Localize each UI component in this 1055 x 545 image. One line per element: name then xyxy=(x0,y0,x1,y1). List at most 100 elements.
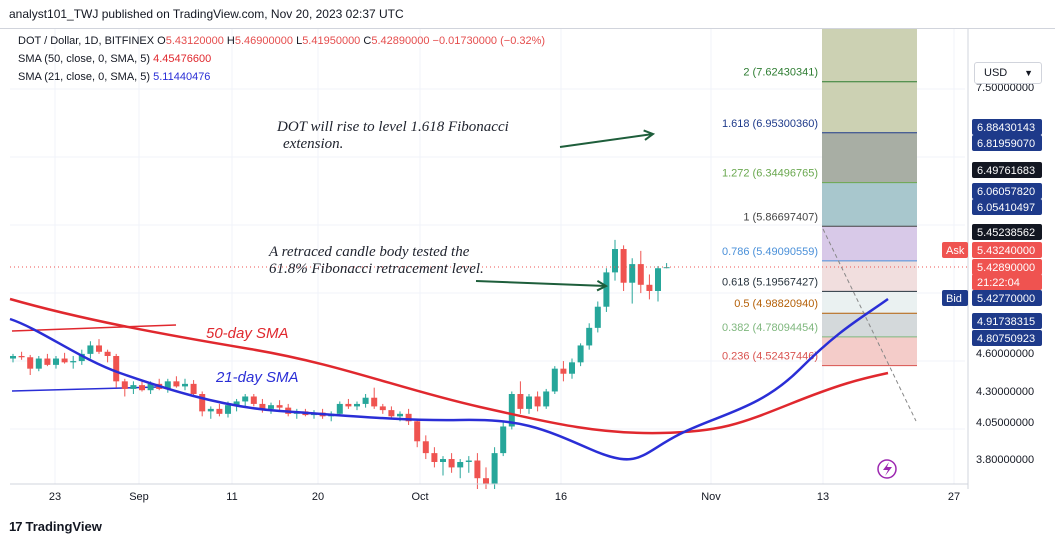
candle-body xyxy=(629,264,636,283)
candle-body xyxy=(388,410,395,417)
candle-body xyxy=(130,385,137,389)
fib-zone xyxy=(822,182,917,227)
price-marker-box xyxy=(972,313,1042,329)
chart-frame[interactable]: 2 (7.62430341) 1.618 (6.95300360) 1.272 (6… xyxy=(0,28,1055,545)
candle-body xyxy=(586,327,593,346)
price-chart[interactable]: 2 (7.62430341) 1.618 (6.95300360) 1.272 (6… xyxy=(0,29,1055,545)
price-marker-box xyxy=(972,259,1042,275)
chevron-down-icon: ▼ xyxy=(1024,68,1033,78)
candle-body xyxy=(474,460,481,479)
x-axis-tick-label: 13 xyxy=(817,491,829,503)
candle-body xyxy=(182,383,188,387)
candle-body xyxy=(397,413,403,417)
tradingview-brand[interactable]: 17 TradingView xyxy=(9,519,102,534)
candle-body xyxy=(345,403,352,407)
price-marker-label: 6.88430143 xyxy=(977,122,1035,134)
candle-body xyxy=(242,396,249,402)
candle-body xyxy=(379,406,386,411)
y-axis-tick-label: 4.60000000 xyxy=(976,348,1034,360)
y-axis-tick-label: 7.50000000 xyxy=(976,82,1034,94)
y-axis-tick-label: 4.30000000 xyxy=(976,386,1034,398)
lightning-icon-bolt xyxy=(883,462,892,476)
fib-level-label: 2 (7.62430341) xyxy=(743,67,818,79)
fib-zone xyxy=(822,336,917,366)
candle-body xyxy=(78,353,85,362)
publisher-text: analyst101_TWJ published on TradingView.… xyxy=(9,7,404,21)
legend-sma50-row[interactable]: SMA (50, close, 0, SMA, 5) 4.45476600 xyxy=(18,53,211,65)
annotation-retrace-line2: 61.8% Fibonacci retracement level. xyxy=(269,261,484,277)
price-marker-label: 6.06057820 xyxy=(977,186,1035,198)
price-marker-label: 21:22:04 xyxy=(977,277,1020,289)
legend-change: −0.01730000 (−0.32%) xyxy=(432,35,546,47)
bid-tag xyxy=(942,290,968,306)
x-axis-tick-label: Nov xyxy=(701,491,721,503)
annotation-arrow-retrace xyxy=(475,280,607,287)
candle-body xyxy=(354,403,360,407)
candle-body xyxy=(543,391,550,407)
fib-level-label: 0.236 (4.52437446) xyxy=(722,351,818,363)
candle-body xyxy=(268,405,274,409)
x-axis-tick-label: 20 xyxy=(312,491,324,503)
currency-label: USD xyxy=(984,67,1008,79)
candle-body xyxy=(173,381,180,387)
candle-body xyxy=(70,361,77,363)
candle-body xyxy=(96,345,102,352)
candle-body xyxy=(53,358,59,365)
annotation-arrow-rise xyxy=(559,133,654,148)
resistance-line xyxy=(11,324,177,332)
price-marker-label: 6.05410497 xyxy=(977,202,1035,214)
candle-body xyxy=(147,383,154,391)
annotation-sma50-label: 50-day SMA xyxy=(206,325,289,342)
price-marker-label: 5.42770000 xyxy=(977,293,1035,305)
candle-body xyxy=(233,401,240,406)
candle-body xyxy=(603,272,610,307)
fib-level-label: 0.5 (4.98820940) xyxy=(734,298,818,310)
candle-body xyxy=(491,453,498,484)
fib-level-label: 0.382 (4.78094454) xyxy=(722,322,818,334)
candle-body xyxy=(27,357,34,369)
x-axis-tick-label: 11 xyxy=(226,491,237,503)
candle-body xyxy=(620,249,627,283)
fib-level-label: 0.786 (5.49090559) xyxy=(722,246,818,258)
fib-zone xyxy=(822,132,917,183)
candle-body xyxy=(199,394,206,412)
currency-selector[interactable]: USD ▼ xyxy=(974,62,1042,84)
candle-body xyxy=(250,396,257,404)
candle-body xyxy=(113,356,120,382)
legend-low-label: L xyxy=(296,35,303,47)
candle-body xyxy=(18,356,25,358)
candle-body xyxy=(414,421,421,442)
brand-label: TradingView xyxy=(25,519,102,534)
candle-body xyxy=(594,306,601,328)
candle-body xyxy=(577,345,584,363)
price-marker-box xyxy=(972,274,1042,290)
fib-zone xyxy=(822,81,917,133)
legend-sma21-label: SMA (21, close, 0, SMA, 5) xyxy=(18,71,151,83)
annotation-arrow-retrace-head xyxy=(596,280,609,292)
price-marker-label: 5.43240000 xyxy=(977,245,1035,257)
ask-tag xyxy=(942,242,968,258)
price-marker-box xyxy=(972,135,1042,151)
candle-body xyxy=(61,358,68,363)
candle-body xyxy=(551,368,558,392)
candle-body xyxy=(465,460,472,462)
legend-sma21-row[interactable]: SMA (21, close, 0, SMA, 5) 5.11440476 xyxy=(18,71,210,83)
price-marker-label: 6.49761683 xyxy=(977,165,1035,177)
fib-zone xyxy=(822,226,917,261)
fib-level-label: 1.272 (6.34496765) xyxy=(722,168,818,180)
candle-body xyxy=(35,358,42,369)
candle-body xyxy=(431,453,438,462)
sma50-line xyxy=(9,297,889,435)
candle-body xyxy=(483,478,489,484)
candle-body xyxy=(534,396,541,407)
legend-symbol[interactable]: DOT / Dollar, 1D, BITFINEX xyxy=(18,35,155,47)
price-marker-box xyxy=(972,119,1042,135)
annotation-retrace-line1: A retraced candle body tested the xyxy=(269,244,470,260)
fib-zone xyxy=(822,29,917,82)
legend-high-label: H xyxy=(226,35,235,47)
annotation-sma21-label: 21-day SMA xyxy=(216,369,299,386)
legend-low: 5.41950000 xyxy=(302,35,361,47)
fib-level-label: 0.618 (5.19567427) xyxy=(722,276,818,288)
candle-body xyxy=(10,356,16,359)
candle-body xyxy=(655,268,661,291)
